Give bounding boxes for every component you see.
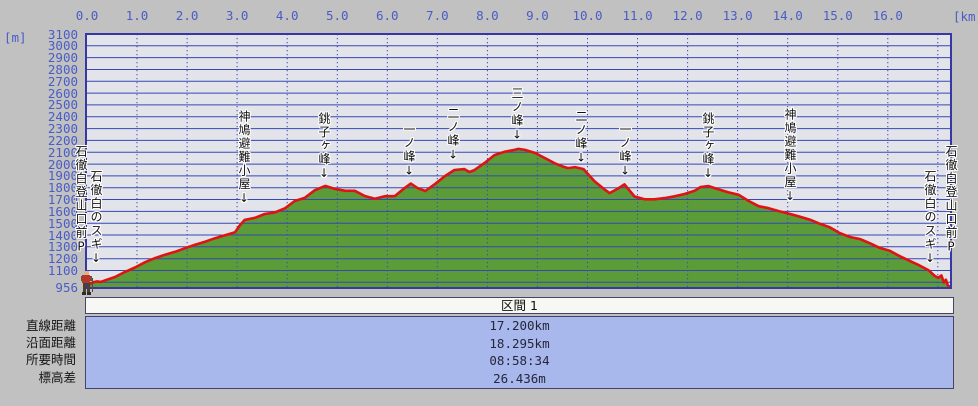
annotation-label: 神鳩避難小屋↓ <box>237 110 251 207</box>
section-header-bar[interactable]: 区間 1 <box>85 297 954 314</box>
summary-values-box: 17.200km 18.295km 08:58:34 26.436m <box>85 316 954 389</box>
y-axis-tick: 1100 <box>47 262 78 278</box>
y-axis-tick: 3000 <box>47 38 78 54</box>
x-axis-tick: 16.0 <box>872 8 903 23</box>
y-axis-tick: 2100 <box>47 144 78 160</box>
summary-value: 08:58:34 <box>489 353 550 369</box>
y-axis-tick: 2000 <box>47 156 78 172</box>
x-axis-tick: 3.0 <box>225 8 249 23</box>
annotation-label: 銚子ヶ峰↓ <box>317 112 331 182</box>
x-axis-tick: 10.0 <box>572 8 603 23</box>
annotation-label: 一ノ峰↓ <box>402 123 416 179</box>
hiker-start-icon <box>81 271 93 295</box>
annotation-label: 一ノ峰↓ <box>618 123 632 179</box>
y-axis-tick: 1600 <box>47 203 78 219</box>
summary-row-label: 直線距離 <box>25 318 76 333</box>
summary-value: 18.295km <box>489 335 550 351</box>
profile-line <box>85 147 952 289</box>
section-header-label: 区間 1 <box>501 298 538 313</box>
summary-row-label: 所要時間 <box>25 352 76 368</box>
plot-border <box>85 33 952 289</box>
y-axis-tick: 1200 <box>47 251 78 267</box>
annotation-label: 三ノ峰↓ <box>510 87 524 143</box>
y-axis-tick: 1300 <box>47 239 78 255</box>
y-axis-tick: 2500 <box>47 97 78 113</box>
summary-row-label: 標高差 <box>38 369 76 385</box>
x-axis-tick: 13.0 <box>722 8 753 23</box>
y-axis-unit-label: [m] <box>4 30 27 45</box>
y-axis-tick: 2300 <box>47 121 78 137</box>
summary-row-label: 沿面距離 <box>25 335 76 351</box>
annotation-label: 二ノ峰↓ <box>446 107 460 163</box>
x-axis-tick: 2.0 <box>175 8 199 23</box>
annotation-label: 石徹白登山口前P <box>944 145 958 255</box>
y-axis-tick: 1400 <box>47 227 78 243</box>
profile-area <box>87 148 951 288</box>
summary-row-labels: 直線距離沿面距離 所要時間 標高差 <box>0 317 79 386</box>
x-axis-tick: 15.0 <box>822 8 853 23</box>
annotation-label: 神鳩避難小屋↓ <box>783 108 797 205</box>
annotation-label: 石徹白のスギ↓ <box>923 170 937 267</box>
x-axis-tick: 7.0 <box>426 8 449 23</box>
x-axis-tick: 5.0 <box>325 8 349 23</box>
x-axis-tick: 12.0 <box>672 8 703 23</box>
annotation-label: 銚子ヶ峰↓ <box>701 112 715 182</box>
y-axis-tick: 1800 <box>47 180 78 196</box>
x-axis-tick: 9.0 <box>526 8 549 23</box>
x-axis-tick: 8.0 <box>476 8 499 23</box>
x-axis-unit-label: [km] <box>953 9 978 24</box>
annotation-label: 石徹白登山口前P <box>74 145 88 255</box>
summary-value: 17.200km <box>489 318 550 333</box>
y-axis-tick: 2400 <box>47 109 78 125</box>
x-axis-tick: 1.0 <box>125 8 149 23</box>
annotation-label: 二ノ峰↓ <box>574 110 588 166</box>
x-axis-tick: 4.0 <box>275 8 299 23</box>
elevation-chart[interactable] <box>85 33 952 289</box>
y-axis-min-tick: 956 <box>55 279 78 295</box>
y-axis-tick: 1900 <box>47 168 78 184</box>
y-axis-tick: 2600 <box>47 85 78 101</box>
summary-value: 26.436m <box>493 371 546 387</box>
x-axis-tick: 11.0 <box>622 8 653 23</box>
y-axis-tick: 1700 <box>47 192 78 208</box>
y-axis-tick: 2700 <box>47 73 78 89</box>
x-axis-tick: 0.0 <box>75 8 99 23</box>
x-axis-tick: 14.0 <box>772 8 803 23</box>
y-axis-tick: 2800 <box>47 61 78 77</box>
x-axis-tick: 6.0 <box>376 8 399 23</box>
y-axis-tick: 1500 <box>47 215 78 231</box>
y-axis-tick: 2900 <box>47 50 78 66</box>
annotation-label: 石徹白のスギ↓ <box>89 170 103 267</box>
y-axis-tick: 3100 <box>47 26 78 42</box>
y-axis-tick: 2200 <box>47 132 78 148</box>
